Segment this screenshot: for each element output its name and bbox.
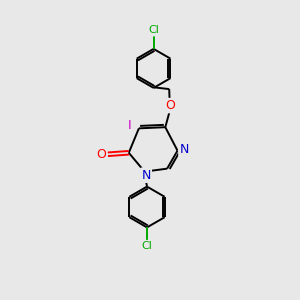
Text: O: O <box>96 148 106 161</box>
Text: N: N <box>179 142 189 156</box>
Text: N: N <box>141 169 151 182</box>
Text: O: O <box>165 99 175 112</box>
Text: Cl: Cl <box>148 25 159 35</box>
Text: I: I <box>128 119 131 132</box>
Text: Cl: Cl <box>142 241 152 251</box>
